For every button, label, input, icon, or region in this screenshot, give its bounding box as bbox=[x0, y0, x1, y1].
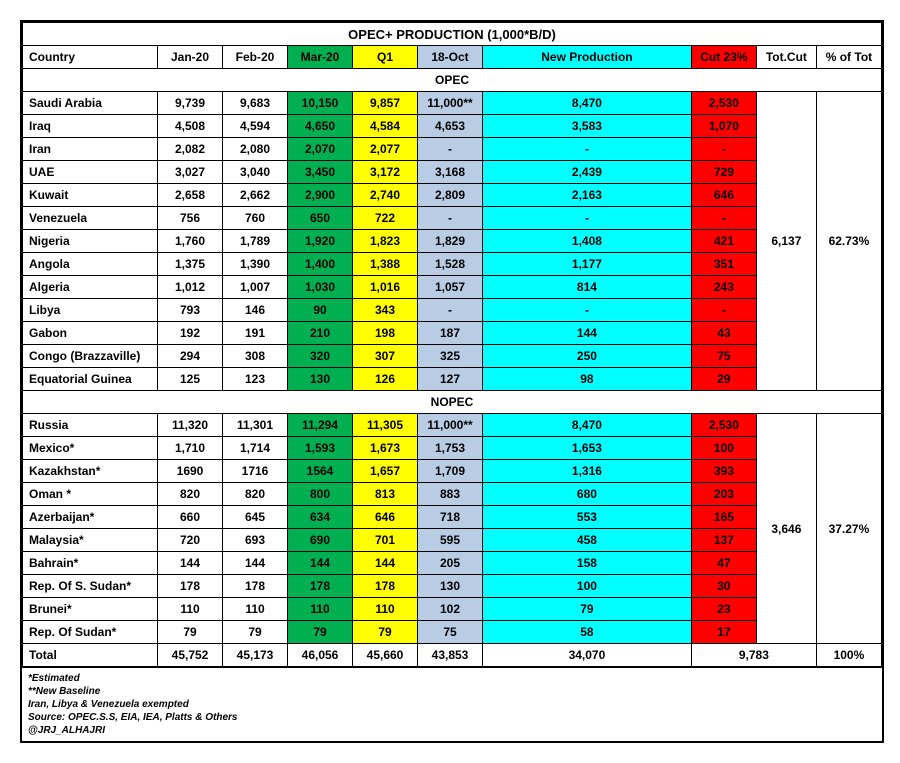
total-row: Total45,75245,17346,05645,66043,85334,07… bbox=[23, 644, 882, 667]
footnote-line: *Estimated bbox=[28, 672, 876, 685]
header-8: Tot.Cut bbox=[756, 46, 816, 69]
data-row: Algeria1,0121,0071,0301,0161,057814243 bbox=[23, 276, 882, 299]
country: Mexico* bbox=[23, 437, 158, 460]
section-label: OPEC bbox=[23, 69, 882, 92]
table-container: OPEC+ PRODUCTION (1,000*B/D)CountryJan-2… bbox=[20, 20, 884, 743]
country: Saudi Arabia bbox=[23, 92, 158, 115]
data-row: Congo (Brazzaville)29430832030732525075 bbox=[23, 345, 882, 368]
data-row: Iran2,0822,0802,0702,077--- bbox=[23, 138, 882, 161]
section-row: NOPEC bbox=[23, 391, 882, 414]
data-row: Mexico*1,7101,7141,5931,6731,7531,653100 bbox=[23, 437, 882, 460]
data-row: Brunei*1101101101101027923 bbox=[23, 598, 882, 621]
country: Azerbaijan* bbox=[23, 506, 158, 529]
header-2: Feb-20 bbox=[223, 46, 288, 69]
pct-of-tot: 62.73% bbox=[816, 92, 881, 391]
footnote-line: **New Baseline bbox=[28, 685, 876, 698]
country: Russia bbox=[23, 414, 158, 437]
country: Venezuela bbox=[23, 207, 158, 230]
data-row: Russia11,32011,30111,29411,30511,000**8,… bbox=[23, 414, 882, 437]
data-row: Libya79314690343--- bbox=[23, 299, 882, 322]
country: Brunei* bbox=[23, 598, 158, 621]
data-row: Gabon19219121019818714443 bbox=[23, 322, 882, 345]
data-row: Nigeria1,7601,7891,9201,8231,8291,408421 bbox=[23, 230, 882, 253]
section-label: NOPEC bbox=[23, 391, 882, 414]
header-1: Jan-20 bbox=[158, 46, 223, 69]
data-row: Iraq4,5084,5944,6504,5844,6533,5831,070 bbox=[23, 115, 882, 138]
title-row: OPEC+ PRODUCTION (1,000*B/D) bbox=[23, 23, 882, 46]
header-6: New Production bbox=[483, 46, 692, 69]
data-row: Rep. Of S. Sudan*17817817817813010030 bbox=[23, 575, 882, 598]
header-7: Cut 23% bbox=[691, 46, 756, 69]
data-row: Equatorial Guinea1251231301261279829 bbox=[23, 368, 882, 391]
data-row: Kuwait2,6582,6622,9002,7402,8092,163646 bbox=[23, 184, 882, 207]
footnote-line: Source: OPEC.S.S, EIA, IEA, Platts & Oth… bbox=[28, 711, 876, 724]
country: Malaysia* bbox=[23, 529, 158, 552]
data-row: Oman *820820800813883680203 bbox=[23, 483, 882, 506]
country: Congo (Brazzaville) bbox=[23, 345, 158, 368]
country: Iraq bbox=[23, 115, 158, 138]
footnotes: *Estimated**New BaselineIran, Libya & Ve… bbox=[22, 667, 882, 741]
country: Bahrain* bbox=[23, 552, 158, 575]
pct-of-tot: 37.27% bbox=[816, 414, 881, 644]
footnote-line: Iran, Libya & Venezuela exempted bbox=[28, 698, 876, 711]
header-5: 18-Oct bbox=[418, 46, 483, 69]
country: Oman * bbox=[23, 483, 158, 506]
data-row: Azerbaijan*660645634646718553165 bbox=[23, 506, 882, 529]
country: Kuwait bbox=[23, 184, 158, 207]
header-9: % of Tot bbox=[816, 46, 881, 69]
data-row: Saudi Arabia9,7399,68310,1509,85711,000*… bbox=[23, 92, 882, 115]
data-row: Bahrain*14414414414420515847 bbox=[23, 552, 882, 575]
header-4: Q1 bbox=[353, 46, 418, 69]
footnote-line: @JRJ_ALHAJRI bbox=[28, 724, 876, 737]
country: UAE bbox=[23, 161, 158, 184]
country: Algeria bbox=[23, 276, 158, 299]
country: Gabon bbox=[23, 322, 158, 345]
header-row: CountryJan-20Feb-20Mar-20Q118-OctNew Pro… bbox=[23, 46, 882, 69]
data-row: Rep. Of Sudan*79797979755817 bbox=[23, 621, 882, 644]
table-title: OPEC+ PRODUCTION (1,000*B/D) bbox=[23, 23, 882, 46]
opec-table: OPEC+ PRODUCTION (1,000*B/D)CountryJan-2… bbox=[22, 22, 882, 667]
country: Angola bbox=[23, 253, 158, 276]
data-row: Malaysia*720693690701595458137 bbox=[23, 529, 882, 552]
data-row: Kazakhstan*1690171615641,6571,7091,31639… bbox=[23, 460, 882, 483]
country: Rep. Of S. Sudan* bbox=[23, 575, 158, 598]
data-row: UAE3,0273,0403,4503,1723,1682,439729 bbox=[23, 161, 882, 184]
country: Iran bbox=[23, 138, 158, 161]
data-row: Venezuela756760650722--- bbox=[23, 207, 882, 230]
totcut: 3,646 bbox=[756, 414, 816, 644]
header-3: Mar-20 bbox=[288, 46, 353, 69]
country: Nigeria bbox=[23, 230, 158, 253]
country: Kazakhstan* bbox=[23, 460, 158, 483]
section-row: OPEC bbox=[23, 69, 882, 92]
country: Libya bbox=[23, 299, 158, 322]
data-row: Angola1,3751,3901,4001,3881,5281,177351 bbox=[23, 253, 882, 276]
country: Equatorial Guinea bbox=[23, 368, 158, 391]
country: Rep. Of Sudan* bbox=[23, 621, 158, 644]
totcut: 6,137 bbox=[756, 92, 816, 391]
total-label: Total bbox=[23, 644, 158, 667]
header-0: Country bbox=[23, 46, 158, 69]
